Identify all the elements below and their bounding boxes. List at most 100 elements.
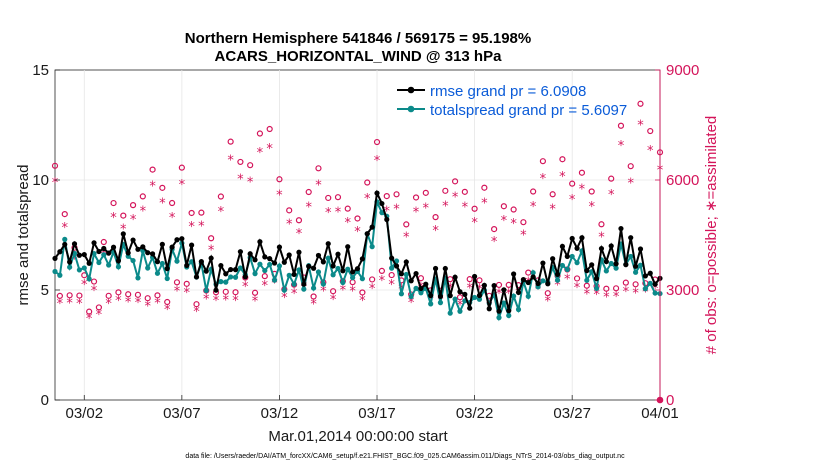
obs-possible-marker — [164, 298, 171, 306]
rmse-point — [554, 271, 561, 277]
obs-assimilated-marker: * — [335, 205, 342, 220]
totalspread-point — [159, 260, 165, 267]
obs-possible-marker — [373, 138, 381, 146]
totalspread-point — [310, 285, 317, 291]
rmse-point — [428, 292, 434, 299]
x-tick-label: 04/01 — [641, 405, 679, 422]
rmse-point — [413, 270, 419, 277]
totalspread-point — [281, 287, 287, 293]
obs-assimilated-marker: * — [276, 189, 283, 204]
obs-possible-marker — [393, 191, 400, 198]
totalspread-point — [218, 279, 224, 285]
obs-possible-marker — [305, 188, 312, 196]
obs-possible-marker — [154, 292, 161, 299]
obs-possible-marker — [583, 282, 590, 289]
obs-assimilated-marker: * — [169, 211, 176, 226]
rmse-point — [106, 250, 112, 256]
totalspread-point — [340, 279, 346, 286]
rmse-point — [398, 271, 405, 277]
totalspread-point — [496, 315, 502, 321]
obs-possible-marker — [237, 158, 244, 166]
obs-assimilated-marker: * — [652, 282, 659, 297]
totalspread-point — [613, 265, 619, 271]
rmse-point — [569, 235, 575, 242]
legend-spread-marker — [407, 105, 415, 113]
obs-assimilated-marker: * — [579, 183, 586, 198]
obs-possible-marker — [125, 291, 132, 298]
obs-possible-marker — [315, 165, 322, 172]
rmse-point — [647, 270, 653, 276]
obs-assimilated-marker: * — [549, 203, 556, 218]
totalspread-point — [237, 265, 244, 271]
obs-assimilated-marker: * — [545, 295, 552, 310]
obs-possible-marker — [520, 219, 527, 226]
obs-possible-marker — [383, 193, 390, 200]
obs-assimilated-marker: * — [305, 201, 312, 216]
rmse-point — [213, 287, 219, 293]
obs-possible-marker — [510, 206, 517, 213]
obs-assimilated-marker: * — [257, 146, 264, 161]
obs-assimilated-marker: * — [179, 178, 186, 193]
rmse-point — [613, 261, 619, 267]
rmse-point — [164, 266, 170, 272]
obs-assimilated-marker: * — [642, 285, 649, 300]
rmse-point — [340, 268, 346, 274]
rmse-point — [262, 254, 268, 260]
obs-assimilated-marker: * — [223, 293, 230, 308]
obs-possible-marker — [456, 294, 464, 301]
rmse-point — [384, 216, 390, 223]
rmse-point — [145, 250, 151, 256]
obs-possible-marker — [476, 277, 483, 284]
obs-assimilated-marker: * — [501, 214, 508, 229]
rmse-point — [369, 224, 375, 230]
obs-assimilated-marker: * — [466, 282, 473, 297]
totalspread-point — [296, 267, 302, 273]
rmse-point — [403, 259, 409, 265]
totalspread-point — [603, 268, 609, 274]
totalspread-point — [101, 252, 107, 258]
totalspread-point — [413, 285, 419, 291]
obs-possible-marker — [198, 209, 205, 216]
rmse-point — [530, 274, 536, 280]
rmse-point — [471, 273, 478, 280]
rmse-point — [408, 278, 414, 284]
totalspread-point — [81, 265, 87, 271]
rmse-point — [135, 246, 141, 252]
obs-assimilated-marker: * — [96, 308, 103, 323]
legend-rmse-label: rmse grand pr = 6.0908 — [430, 83, 586, 100]
obs-assimilated-marker: * — [520, 229, 527, 244]
totalspread-point — [67, 264, 73, 270]
obs-possible-marker — [637, 100, 644, 107]
totalspread-point — [447, 310, 453, 316]
obs-assimilated-marker: * — [506, 287, 513, 302]
rmse-point — [57, 249, 63, 255]
totalspread-point — [418, 290, 424, 296]
obs-assimilated-marker: * — [564, 273, 571, 288]
totalspread-point — [320, 281, 326, 287]
obs-assimilated-marker: * — [613, 290, 620, 305]
obs-assimilated-marker: * — [598, 231, 605, 246]
rmse-point — [96, 248, 102, 255]
obs-possible-marker — [622, 279, 629, 286]
totalspread-point — [398, 291, 405, 297]
totalspread-point — [452, 296, 458, 302]
totalspread-point — [647, 280, 653, 286]
obs-assimilated-marker: * — [115, 294, 122, 309]
rmse-point — [242, 274, 248, 280]
obs-assimilated-marker: * — [423, 201, 430, 216]
obs-assimilated-marker: * — [393, 203, 400, 218]
footnote: data file: /Users/raeder/DAI/ATM_forcXX/… — [185, 453, 625, 460]
rmse-point — [652, 281, 658, 287]
totalspread-point — [271, 277, 278, 283]
totalspread-point — [637, 262, 644, 268]
obs-assimilated-marker: * — [647, 144, 654, 159]
obs-possible-marker — [86, 308, 93, 315]
obs-assimilated-marker: * — [535, 283, 542, 298]
totalspread-point — [76, 267, 82, 273]
rmse-point — [491, 283, 497, 289]
obs-assimilated-marker: * — [388, 278, 395, 293]
obs-possible-marker — [95, 304, 103, 311]
obs-assimilated-marker: * — [203, 292, 210, 307]
obs-assimilated-marker: * — [252, 294, 259, 309]
rmse-point — [140, 244, 146, 250]
